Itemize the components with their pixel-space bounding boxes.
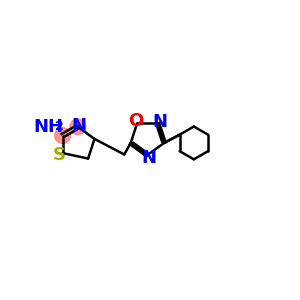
Circle shape <box>55 128 70 143</box>
Text: 2: 2 <box>56 120 64 133</box>
Text: N: N <box>72 117 87 135</box>
Text: N: N <box>152 113 167 131</box>
Text: N: N <box>141 149 156 167</box>
Text: S: S <box>53 146 66 164</box>
Text: NH: NH <box>33 118 63 136</box>
Text: O: O <box>128 112 143 130</box>
Circle shape <box>70 119 86 135</box>
